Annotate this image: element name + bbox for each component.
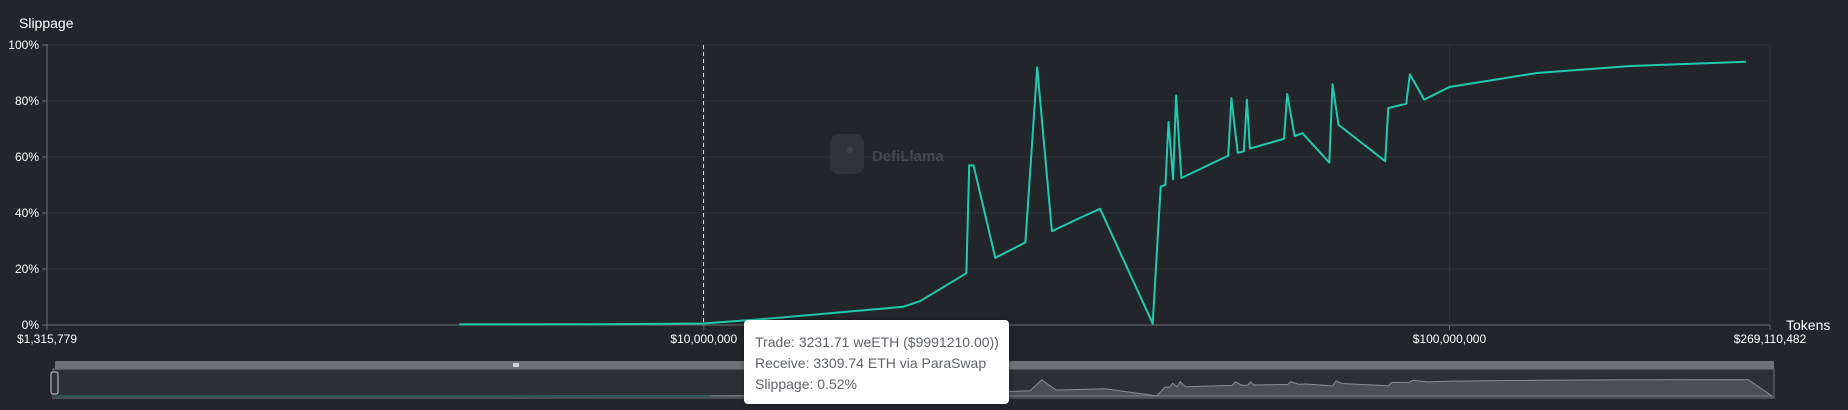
- y-tick-label: 40%: [15, 206, 39, 220]
- watermark-text: DefiLlama: [872, 148, 944, 165]
- watermark: DefiLlama: [830, 134, 944, 174]
- llama-logo-eye-icon: [847, 147, 853, 153]
- tooltip-trade: Trade: 3231.71 weETH ($9991210.00)): [755, 334, 999, 350]
- x-tick-label: $100,000,000: [1413, 332, 1487, 346]
- y-axis-title: Slippage: [19, 15, 74, 31]
- x-tick-label: $1,315,779: [17, 332, 77, 346]
- tick-labels: 0% 20% 40% 60% 80% 100% $1,315,779 $10,000,000 $…: [8, 38, 1806, 346]
- y-tick-label: 100%: [8, 38, 39, 52]
- y-tick-label: 0%: [22, 318, 40, 332]
- y-tick-label: 20%: [15, 262, 39, 276]
- zoom-handle-left[interactable]: [50, 371, 59, 395]
- series-points: [459, 61, 1747, 325]
- y-tick-label: 80%: [15, 94, 39, 108]
- axes: [42, 44, 1771, 330]
- tooltip-slippage: Slippage: 0.52%: [755, 376, 857, 392]
- llama-logo-icon: [830, 134, 864, 174]
- grid: [46, 44, 1771, 326]
- zoom-grip-icon[interactable]: [513, 363, 519, 367]
- y-tick-label: 60%: [15, 150, 39, 164]
- tooltip: Trade: 3231.71 weETH ($9991210.00)) Rece…: [744, 320, 1009, 404]
- x-tick-label: $10,000,000: [670, 332, 737, 346]
- x-tick-label: $269,110,482: [1734, 332, 1807, 346]
- tooltip-receive: Receive: 3309.74 ETH via ParaSwap: [755, 355, 987, 371]
- x-axis-title: Tokens: [1786, 317, 1830, 333]
